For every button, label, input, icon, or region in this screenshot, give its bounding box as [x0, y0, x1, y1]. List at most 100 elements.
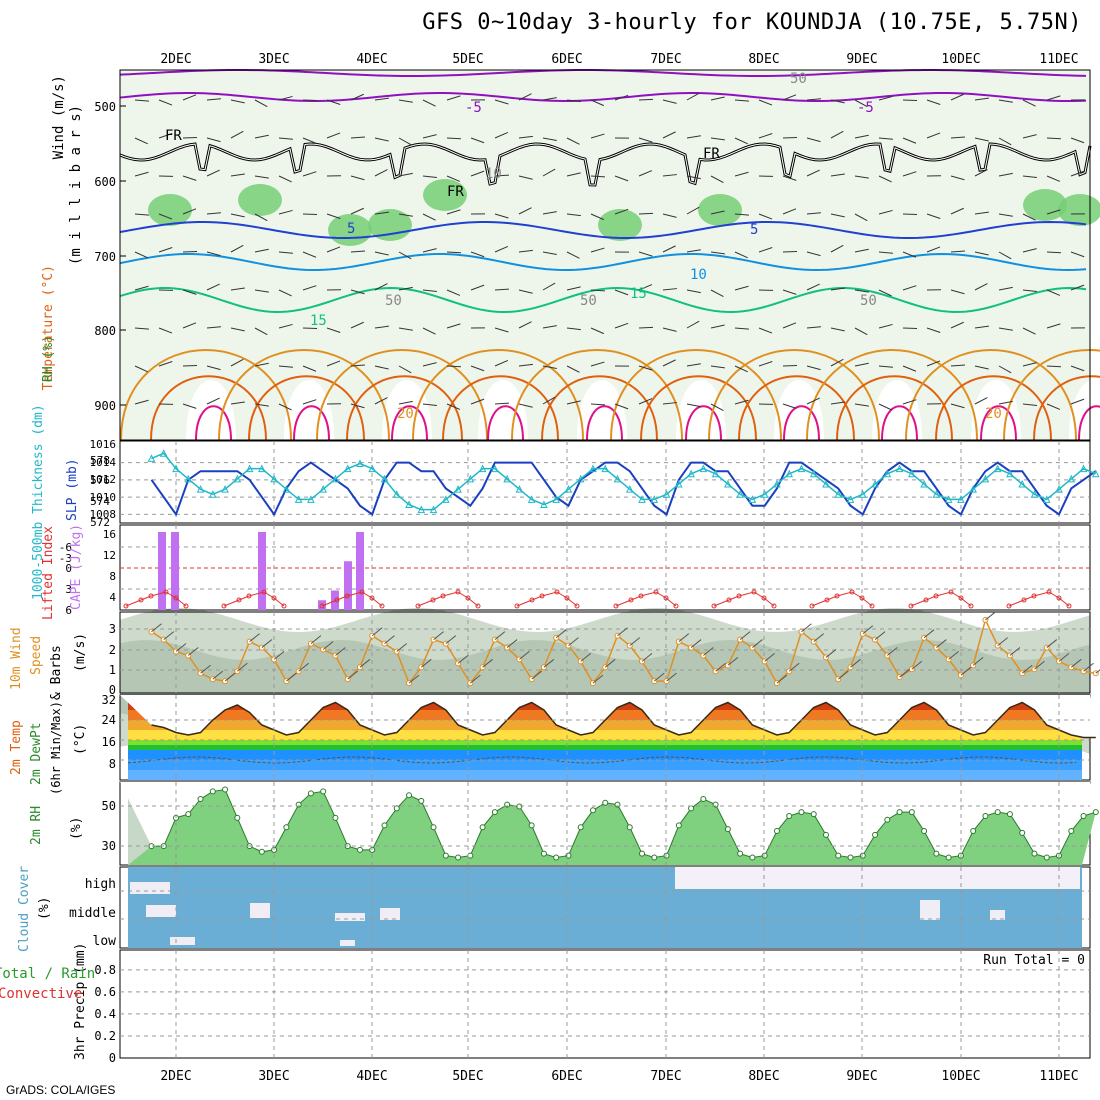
wind-barb	[806, 365, 821, 371]
wind-barb	[230, 327, 245, 332]
label-2m-dewpt: 2m DewPt	[29, 722, 44, 785]
wind-barb-10m-35	[580, 652, 592, 662]
wind-barb	[998, 251, 1012, 260]
wind-barb	[686, 92, 700, 101]
wind-barb	[206, 212, 221, 215]
wind-barb-10m-2	[175, 643, 187, 652]
wind-barb	[518, 363, 533, 367]
lifted-point	[246, 593, 252, 599]
wind-barb	[662, 245, 676, 253]
lifted-point	[455, 589, 461, 595]
wind-barb	[494, 174, 510, 177]
wind-barb-10m-16	[347, 670, 359, 680]
wind-barb	[446, 323, 461, 329]
wind-barb	[422, 403, 437, 406]
lifted-point	[908, 603, 914, 609]
cloud-row-high: high	[85, 877, 116, 892]
wind-barb	[590, 327, 605, 335]
lifted-point	[751, 589, 757, 595]
rh2m-point-39	[626, 824, 633, 831]
x-tick-bottom-6DEC: 6DEC	[551, 1069, 582, 1084]
thickness-point-44	[687, 469, 695, 478]
wind-barb	[1022, 403, 1037, 406]
contour-15	[119, 287, 1087, 314]
lifted-index-day-4	[516, 591, 578, 607]
lifted-point	[123, 603, 129, 609]
wind-barb	[254, 213, 268, 222]
wind-barb	[542, 168, 556, 177]
wind-barb-10m-19	[384, 635, 395, 645]
wind-barb	[710, 175, 724, 183]
label-2m-temp: 2m Temp	[9, 720, 24, 775]
wind-barb	[446, 95, 461, 101]
thickness-point-65	[944, 495, 953, 503]
wind-barb	[206, 365, 221, 371]
wind-barb	[350, 250, 365, 253]
wind-barb-10m-57	[850, 658, 861, 668]
wind-barb	[734, 99, 749, 102]
wind-barb-10m-3	[187, 647, 199, 656]
wind-barb	[686, 320, 700, 329]
lifted-point	[465, 595, 471, 601]
wind-barb	[662, 174, 677, 177]
thickness-point-39	[625, 485, 634, 493]
thickness-point-1	[159, 449, 168, 457]
wind-barb	[758, 99, 773, 106]
wind-barb	[878, 137, 893, 140]
wind-barb	[686, 249, 701, 253]
rh2m-point-51	[773, 828, 780, 835]
thickness-point-28	[491, 464, 499, 473]
wind-barb-10m-63	[923, 629, 935, 639]
wind-barb	[542, 251, 557, 255]
wind-barb-10m-5	[212, 670, 224, 680]
li-y-tick-0: 0	[65, 562, 72, 575]
wind-barb	[446, 251, 462, 254]
x-tick-bottom-9DEC: 9DEC	[846, 1069, 877, 1084]
rh2m-point-43	[675, 822, 682, 829]
lifted-point	[1031, 593, 1037, 599]
cape-y-tick-4: 4	[109, 591, 116, 604]
wind-barb-10m-71	[1021, 664, 1033, 674]
li-y-tick-6: 6	[65, 604, 72, 617]
lifted-point	[933, 593, 939, 599]
wind-barb-10m-31	[531, 670, 542, 680]
wind-barb	[134, 137, 148, 145]
wind-barb-10m-73	[1046, 639, 1058, 648]
thickness-point-29	[503, 474, 511, 483]
wind-barb	[998, 213, 1013, 217]
label-temp-units: (°C)	[73, 724, 88, 755]
precip-y-tick-0.6: 0.6	[94, 985, 116, 999]
thickness-point-3	[184, 474, 193, 483]
x-tick-bottom-8DEC: 8DEC	[748, 1069, 779, 1084]
wind-barb-10m-27	[482, 658, 493, 668]
label-wind-ms: Wind (m/s)	[51, 75, 67, 159]
label-6hr-minmax: (6hr Min/Max)	[49, 701, 63, 795]
wind-barb	[230, 244, 244, 253]
contour-30-day-7	[881, 405, 918, 441]
rh2m-point-67	[970, 828, 977, 835]
wind-barb	[542, 365, 557, 369]
wind-barb	[638, 137, 653, 143]
wind-barb	[254, 134, 269, 139]
label-cloud-cover: Cloud Cover	[17, 866, 32, 952]
thickness-point-43	[675, 479, 683, 488]
wind-barb	[806, 251, 821, 257]
wind-barb	[830, 244, 844, 253]
contour-20-day-4	[511, 349, 683, 441]
surface-bubble-9	[1069, 380, 1100, 440]
lifted-index-day-3	[417, 591, 479, 607]
thickness-point-54	[809, 469, 818, 478]
rh2m-point-19	[381, 822, 388, 829]
wind-barb	[590, 99, 605, 107]
wind-barb	[854, 213, 868, 222]
wind-barb	[854, 248, 869, 253]
cloud-row-middle: middle	[69, 906, 116, 921]
wind-barb	[974, 137, 989, 142]
wind-barb	[230, 287, 245, 291]
wind-barb-10m-18	[371, 627, 383, 637]
rh2m-point-48	[737, 850, 744, 857]
thickness-point-4	[196, 485, 205, 493]
wind-barb	[398, 213, 413, 217]
wind-barb	[566, 99, 581, 103]
wind-barb-10m-22	[420, 658, 432, 668]
